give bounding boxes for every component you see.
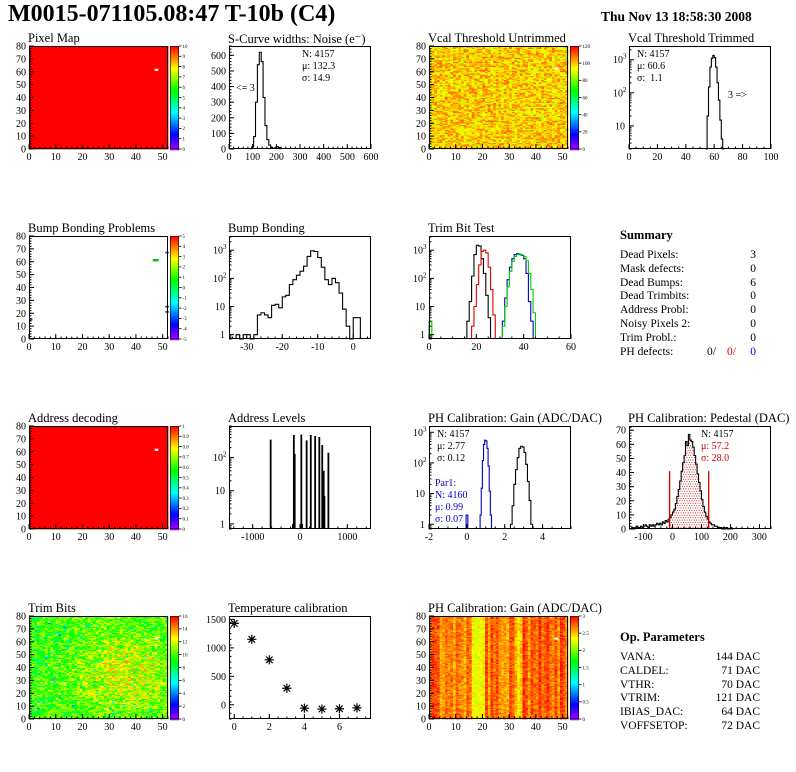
param-label: IBIAS_DAC: (620, 706, 684, 719)
summary-row-dead-bumps: Dead Bumps: 6 (620, 277, 756, 289)
plot-title: Trim Bit Test (428, 221, 495, 235)
summary-label: Dead Pixels: (620, 249, 679, 261)
ph-gain-map-canvas (402, 600, 596, 750)
op-parameters-panel: Op. Parameters VANA: 144 DAC CALDEL: 71 DA… (620, 630, 760, 734)
plot-title: Pixel Map (28, 31, 80, 45)
param-value: 70 DAC (721, 678, 760, 691)
plot-bump-bonding-problems: Bump Bonding Problems (2, 220, 196, 370)
ph-pedestal-canvas (602, 410, 796, 560)
ph-defects-values: 0/0/0 (696, 346, 756, 358)
vcal-untrimmed-canvas (402, 30, 596, 180)
param-row-ibias-dac: IBIAS_DAC: 64 DAC (620, 706, 760, 718)
param-label: VANA: (620, 651, 655, 663)
ph-defects-red: 0/ (727, 345, 736, 358)
summary-value: 3 (750, 249, 756, 261)
param-value: 64 DAC (721, 706, 760, 719)
param-row-vana: VANA: 144 DAC (620, 651, 760, 663)
address-decoding-canvas (2, 410, 196, 560)
bump-bonding-canvas (202, 220, 396, 370)
summary-value: 6 (750, 276, 756, 289)
bump-problems-canvas (2, 220, 196, 370)
summary-label: Mask defects: (620, 262, 685, 275)
param-row-vthr: VTHR: 70 DAC (620, 679, 760, 691)
summary-row-mask-defects: Mask defects: 0 (620, 263, 756, 275)
plot-title: Trim Bits (28, 601, 76, 615)
summary-label: Dead Bumps: (620, 276, 683, 289)
summary-label: PH defects: (620, 345, 674, 358)
param-label: VTRIM: (620, 692, 661, 705)
plot-ph-gain-map: PH Calibration: Gain (ADC/DAC) (402, 600, 602, 750)
plot-trim-bit-test: Trim Bit Test (402, 220, 596, 370)
param-row-voffsetop: VOFFSETOP: 72 DAC (620, 720, 760, 732)
plot-title: Vcal Threshold Trimmed (628, 31, 755, 45)
param-value: 144 DAC (715, 651, 760, 663)
address-levels-canvas (202, 410, 396, 560)
plot-title: Vcal Threshold Untrimmed (428, 31, 566, 45)
temperature-calibration-canvas (202, 600, 396, 750)
pixel-map-canvas (2, 30, 196, 180)
summary-label: Address Probl: (620, 304, 689, 317)
plot-title: Bump Bonding (228, 221, 305, 235)
report-title: M0015-071105.08:47 T-10b (C4) (8, 1, 336, 27)
param-value: 121 DAC (715, 692, 760, 705)
plot-scurve-noise: S-Curve widths: Noise (e⁻) (202, 30, 396, 180)
summary-row-dead-pixels: Dead Pixels: 3 (620, 249, 756, 261)
plot-temperature-calibration: Temperature calibration (202, 600, 396, 750)
summary-heading: Summary (620, 228, 673, 242)
vcal-trimmed-canvas (602, 30, 796, 180)
summary-value: 0 (750, 304, 756, 317)
plot-ph-gain-hist: PH Calibration: Gain (ADC/DAC) (402, 410, 602, 560)
summary-value: 0 (750, 290, 756, 303)
plot-title: PH Calibration: Gain (ADC/DAC) (428, 411, 602, 425)
plot-title: Bump Bonding Problems (28, 221, 156, 235)
plot-title: Address Levels (228, 411, 306, 425)
plot-title: Temperature calibration (228, 601, 348, 615)
plot-title: PH Calibration: Pedestal (DAC) (628, 411, 790, 425)
summary-label: Noisy Pixels 2: (620, 317, 691, 330)
plot-title: Address decoding (28, 411, 118, 425)
param-row-vtrim: VTRIM: 121 DAC (620, 692, 760, 704)
trim-bit-test-canvas (402, 220, 596, 370)
plot-ph-pedestal: PH Calibration: Pedestal (DAC) (602, 410, 796, 560)
summary-row-address-probl: Address Probl: 0 (620, 304, 756, 316)
param-value: 71 DAC (721, 664, 760, 677)
plot-title: PH Calibration: Gain (ADC/DAC) (428, 601, 602, 615)
plot-address-levels: Address Levels (202, 410, 396, 560)
param-value: 72 DAC (721, 719, 760, 732)
plot-vcal-threshold-trimmed: Vcal Threshold Trimmed (602, 30, 796, 180)
summary-row-dead-trimbits: Dead Trimbits: 0 (620, 290, 756, 302)
report-date: Thu Nov 13 18:58:30 2008 (601, 9, 752, 24)
summary-value: 0 (750, 317, 756, 330)
param-label: CALDEL: (620, 664, 669, 677)
op-parameters-heading: Op. Parameters (620, 630, 705, 644)
plot-title: S-Curve widths: Noise (e⁻) (228, 32, 366, 46)
summary-label: Trim Probl.: (620, 331, 677, 344)
plot-bump-bonding: Bump Bonding (202, 220, 396, 370)
trim-bits-canvas (2, 600, 196, 750)
summary-panel: Summary Dead Pixels: 3 Mask defects: 0 Dea… (620, 228, 756, 359)
ph-gain-hist-canvas (402, 410, 596, 560)
ph-defects-blue: 0 (750, 345, 756, 358)
plot-vcal-threshold-untrimmed: Vcal Threshold Untrimmed (402, 30, 596, 180)
summary-row-trim-probl: Trim Probl.: 0 (620, 332, 756, 344)
summary-row-ph-defects: PH defects: 0/0/0 (620, 346, 756, 358)
ph-defects-black: 0/ (707, 345, 716, 358)
param-label: VOFFSETOP: (620, 719, 688, 732)
scurve-noise-canvas (202, 30, 396, 180)
summary-label: Dead Trimbits: (620, 290, 690, 303)
summary-value: 0 (750, 262, 756, 275)
plot-pixel-map: Pixel Map (2, 30, 196, 180)
plot-address-decoding: Address decoding (2, 410, 196, 560)
param-label: VTHR: (620, 678, 655, 691)
summary-row-noisy-pixels: Noisy Pixels 2: 0 (620, 318, 756, 330)
plot-trim-bits: Trim Bits (2, 600, 196, 750)
summary-value: 0 (750, 331, 756, 344)
param-row-caldel: CALDEL: 71 DAC (620, 665, 760, 677)
